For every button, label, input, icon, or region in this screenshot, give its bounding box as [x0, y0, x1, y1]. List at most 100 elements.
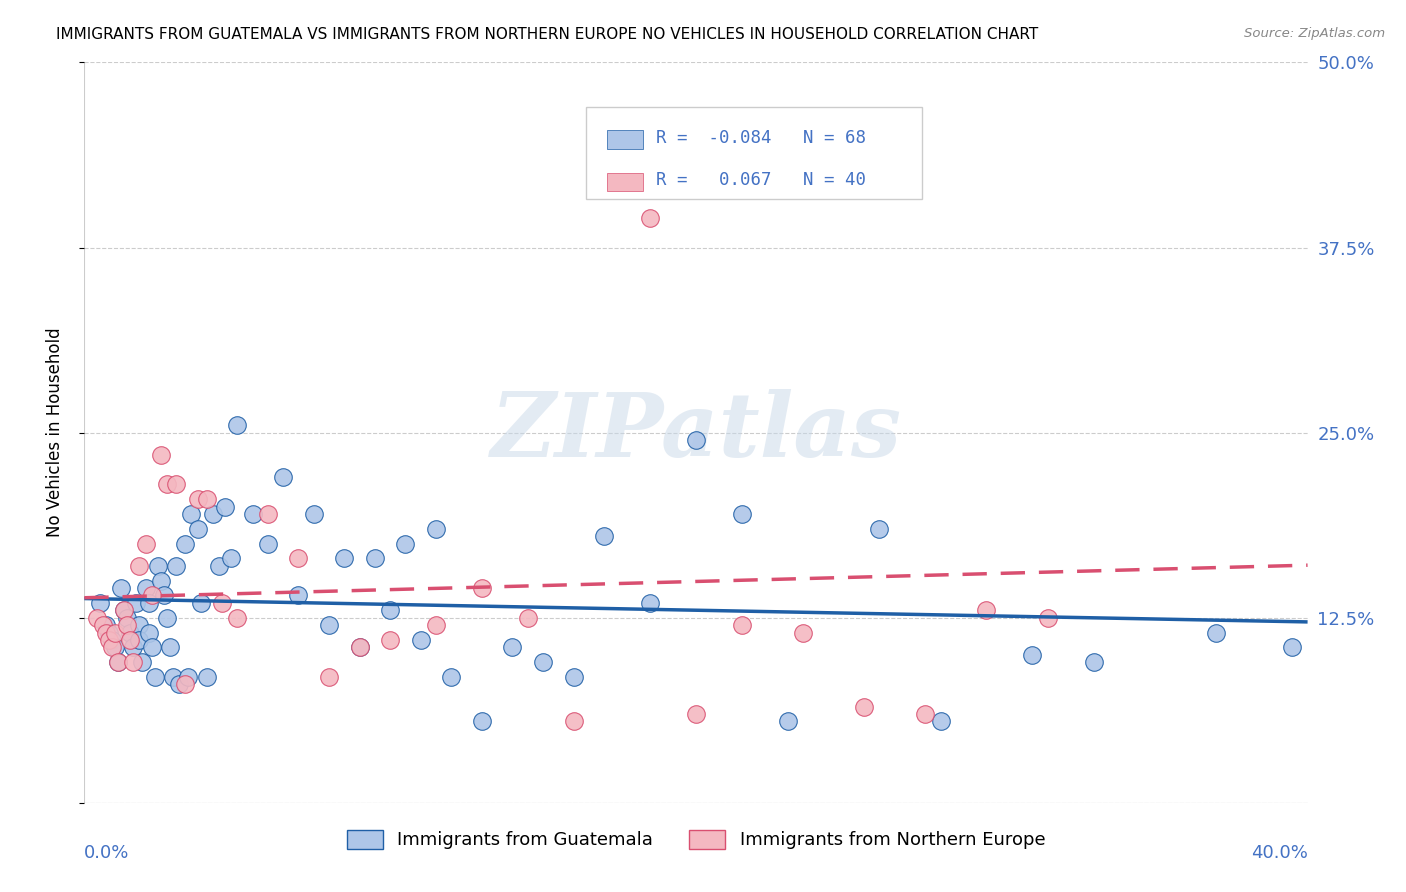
Point: [162, 670, 184, 684]
Point: [86, 610, 108, 624]
Text: 0.0%: 0.0%: [84, 844, 129, 862]
Point: [242, 507, 264, 521]
Point: [1036, 610, 1059, 624]
Point: [409, 632, 432, 647]
Point: [516, 610, 538, 624]
Point: [89, 596, 111, 610]
Point: [226, 610, 249, 624]
Point: [138, 625, 160, 640]
Point: [195, 670, 218, 684]
Point: [180, 507, 202, 521]
Point: [174, 536, 197, 550]
Point: [380, 632, 402, 647]
Point: [97, 632, 120, 647]
Point: [287, 551, 309, 566]
Point: [731, 618, 754, 632]
Point: [190, 596, 212, 610]
Point: [1205, 625, 1227, 640]
Point: [1021, 648, 1043, 662]
Point: [318, 618, 340, 632]
Point: [471, 714, 494, 729]
Bar: [606, 173, 644, 192]
Point: [302, 507, 325, 521]
FancyBboxPatch shape: [586, 107, 922, 200]
Point: [112, 603, 135, 617]
Point: [394, 536, 416, 550]
Point: [156, 610, 179, 624]
Point: [120, 625, 142, 640]
Point: [929, 714, 952, 729]
Point: [125, 596, 148, 610]
Point: [107, 655, 129, 669]
Point: [149, 574, 172, 588]
Point: [195, 492, 218, 507]
Point: [101, 640, 124, 655]
Text: Source: ZipAtlas.com: Source: ZipAtlas.com: [1244, 27, 1385, 40]
Point: [165, 477, 187, 491]
Point: [976, 603, 998, 617]
Point: [214, 500, 236, 514]
Point: [174, 677, 197, 691]
Point: [364, 551, 387, 566]
Point: [638, 596, 661, 610]
Point: [271, 470, 294, 484]
Y-axis label: No Vehicles in Household: No Vehicles in Household: [45, 327, 63, 538]
Point: [792, 625, 814, 640]
Text: 40.0%: 40.0%: [1251, 844, 1308, 862]
Point: [146, 558, 169, 573]
Point: [562, 670, 585, 684]
Point: [685, 706, 707, 721]
Point: [349, 640, 371, 655]
Point: [128, 558, 150, 573]
Point: [115, 610, 138, 624]
Point: [226, 418, 249, 433]
Point: [186, 522, 208, 536]
Point: [143, 670, 166, 684]
Point: [131, 655, 153, 669]
Point: [104, 625, 127, 640]
Legend: Immigrants from Guatemala, Immigrants from Northern Europe: Immigrants from Guatemala, Immigrants fr…: [339, 823, 1053, 856]
Point: [107, 655, 129, 669]
Point: [471, 581, 494, 595]
Point: [186, 492, 208, 507]
Point: [1083, 655, 1105, 669]
Point: [531, 655, 554, 669]
Point: [104, 640, 127, 655]
Point: [318, 670, 340, 684]
Point: [502, 640, 524, 655]
Point: [731, 507, 754, 521]
Point: [128, 618, 150, 632]
Text: ZIPatlas: ZIPatlas: [491, 390, 901, 475]
Point: [685, 433, 707, 447]
Point: [135, 581, 157, 595]
Point: [440, 670, 463, 684]
Point: [776, 714, 799, 729]
Text: R =  -0.084   N = 68: R = -0.084 N = 68: [655, 128, 866, 147]
Point: [141, 589, 163, 603]
Point: [112, 603, 135, 617]
Point: [638, 211, 661, 225]
Point: [138, 596, 160, 610]
Point: [122, 640, 145, 655]
Point: [609, 159, 631, 173]
Point: [110, 581, 132, 595]
Point: [287, 589, 309, 603]
Point: [1281, 640, 1303, 655]
Point: [425, 522, 447, 536]
Point: [593, 529, 616, 543]
Text: R =   0.067   N = 40: R = 0.067 N = 40: [655, 171, 866, 189]
Point: [94, 625, 117, 640]
Bar: [606, 130, 644, 149]
Point: [91, 618, 114, 632]
Point: [167, 677, 190, 691]
Point: [211, 596, 233, 610]
Point: [94, 618, 117, 632]
Point: [208, 558, 231, 573]
Point: [159, 640, 181, 655]
Point: [257, 507, 280, 521]
Point: [97, 625, 120, 640]
Point: [149, 448, 172, 462]
Point: [177, 670, 200, 684]
Point: [165, 558, 187, 573]
Point: [219, 551, 242, 566]
